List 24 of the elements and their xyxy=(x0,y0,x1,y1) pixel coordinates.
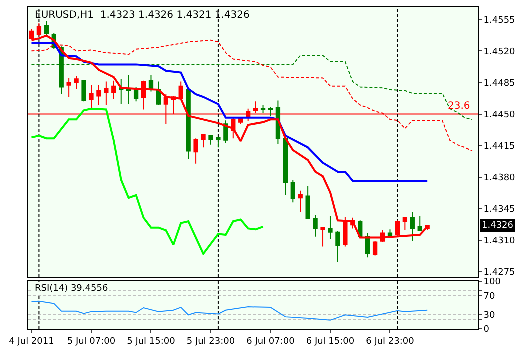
x-tick-label: 5 Jul 23:00 xyxy=(186,336,236,347)
y-tick-label: 1.4415 xyxy=(484,142,516,152)
y-tick-label: 1.4345 xyxy=(484,205,516,216)
x-tick-label: 4 Jul 2011 xyxy=(9,336,54,347)
y-tick-label: 1.4555 xyxy=(484,16,516,26)
x-tick-label: 5 Jul 15:00 xyxy=(127,336,176,347)
x-tick-label: 6 Jul 15:00 xyxy=(306,336,355,347)
x-tick-label: 5 Jul 07:00 xyxy=(67,336,116,347)
y-tick-label: 1.4310 xyxy=(484,236,516,247)
y-tick-label: 0 xyxy=(484,325,490,336)
y-tick-label: 1.4520 xyxy=(484,47,516,58)
x-tick-label: 6 Jul 23:00 xyxy=(366,336,415,347)
y-tick-label: 70 xyxy=(484,292,496,302)
y-tick-label: 1.4275 xyxy=(484,268,516,278)
y-tick-label: 30 xyxy=(484,310,496,321)
y-tick-label: 1.4485 xyxy=(484,78,516,89)
chart-title: EURUSD,H1 1.4323 1.4326 1.4321 1.4326 xyxy=(35,10,250,21)
annotation: 23.6 xyxy=(448,101,470,112)
annotation: 1.4326 xyxy=(482,221,514,231)
x-tick-label: 6 Jul 07:00 xyxy=(246,336,296,347)
y-tick-label: 100 xyxy=(484,277,502,288)
annotation: RSI(14) 39.4556 xyxy=(35,284,108,294)
y-tick-label: 1.4450 xyxy=(484,110,516,120)
y-tick-label: 1.4380 xyxy=(484,174,516,184)
